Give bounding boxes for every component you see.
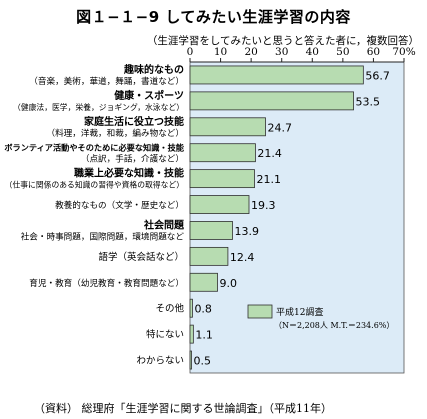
x-tick-label: 30 — [275, 46, 288, 58]
value-label: 1.1 — [195, 329, 213, 342]
category-label: 教養的なもの（文学・歴史など） — [55, 199, 184, 211]
value-label: 21.4 — [257, 147, 282, 160]
category-sublabel: （仕事に関係のある知識の習得や資格の取得など） — [5, 180, 184, 190]
category-label: 育児・教育（幼児教育・教育問題など） — [29, 277, 184, 289]
x-tick-label: 0 — [187, 46, 194, 58]
category-label: 社会問題 — [143, 218, 185, 231]
category-label: その他 — [155, 303, 184, 315]
category-label: 家庭生活に役立つ技能 — [84, 115, 184, 128]
bar — [189, 350, 192, 370]
plot-area — [189, 61, 405, 374]
category-sublabel: （音楽，美術，華道，舞踊，書道など） — [29, 75, 184, 87]
x-tick-label: 10 — [214, 46, 227, 58]
x-tick-label: 70% — [392, 46, 415, 58]
value-label: 21.1 — [257, 173, 282, 186]
category-label: わからない — [136, 356, 184, 367]
category-label: 趣味的なもの — [123, 63, 184, 76]
bar — [189, 246, 229, 266]
x-tick-label: 20 — [244, 46, 257, 58]
value-label: 24.7 — [268, 121, 293, 134]
category-sublabel: （料理，洋裁，和裁，編み物など） — [46, 127, 184, 139]
category-label: ボランティア活動やそのために必要な知識・技能 — [4, 143, 184, 153]
x-tick-label: 50 — [336, 46, 349, 58]
category-sublabel: 社会・時事問題，国際問題，環境問題など — [21, 230, 185, 242]
bar — [189, 65, 364, 85]
category-sublabel: （健康法，医学，栄養，ジョギング，水泳など） — [13, 102, 184, 112]
category-label: 健康・スポーツ — [114, 89, 184, 102]
value-label: 0.5 — [194, 355, 212, 368]
bar — [189, 143, 256, 163]
legend-note: （N＝2,208人 M.T.＝234.6%） — [274, 321, 394, 330]
category-label: 職業上必要な知識・技能 — [74, 167, 184, 180]
bar — [189, 272, 218, 292]
bar — [189, 221, 233, 240]
chart-title: 図１−１−9 してみたい生涯学習の内容 — [76, 8, 351, 26]
x-tick-label: 60 — [367, 46, 380, 58]
value-label: 56.7 — [365, 69, 390, 82]
value-label: 9.0 — [220, 277, 238, 290]
bar — [189, 169, 255, 189]
bar — [189, 117, 266, 137]
value-label: 19.3 — [251, 199, 276, 212]
legend-swatch — [247, 304, 273, 319]
bar — [189, 91, 354, 111]
category-label: 特にない — [146, 329, 184, 341]
x-tick-label: 40 — [306, 46, 319, 58]
bar — [189, 324, 194, 344]
bar — [189, 298, 193, 318]
value-label: 0.8 — [194, 303, 212, 316]
category-label: 語学（英会話など） — [98, 251, 184, 263]
legend-label: 平成12調査 — [276, 306, 323, 318]
bar — [189, 195, 250, 214]
chart-source: （資料） 総理府「生涯学習に関する世論調査」（平成11年） — [34, 402, 332, 415]
value-label: 53.5 — [356, 95, 381, 108]
value-label: 12.4 — [230, 251, 255, 264]
category-sublabel: （点訳，手話，介護など） — [81, 153, 184, 165]
value-label: 13.9 — [234, 225, 259, 238]
chart-subtitle: （生涯学習をしてみたいと思うと答えた者に，複数回答） — [146, 35, 419, 47]
